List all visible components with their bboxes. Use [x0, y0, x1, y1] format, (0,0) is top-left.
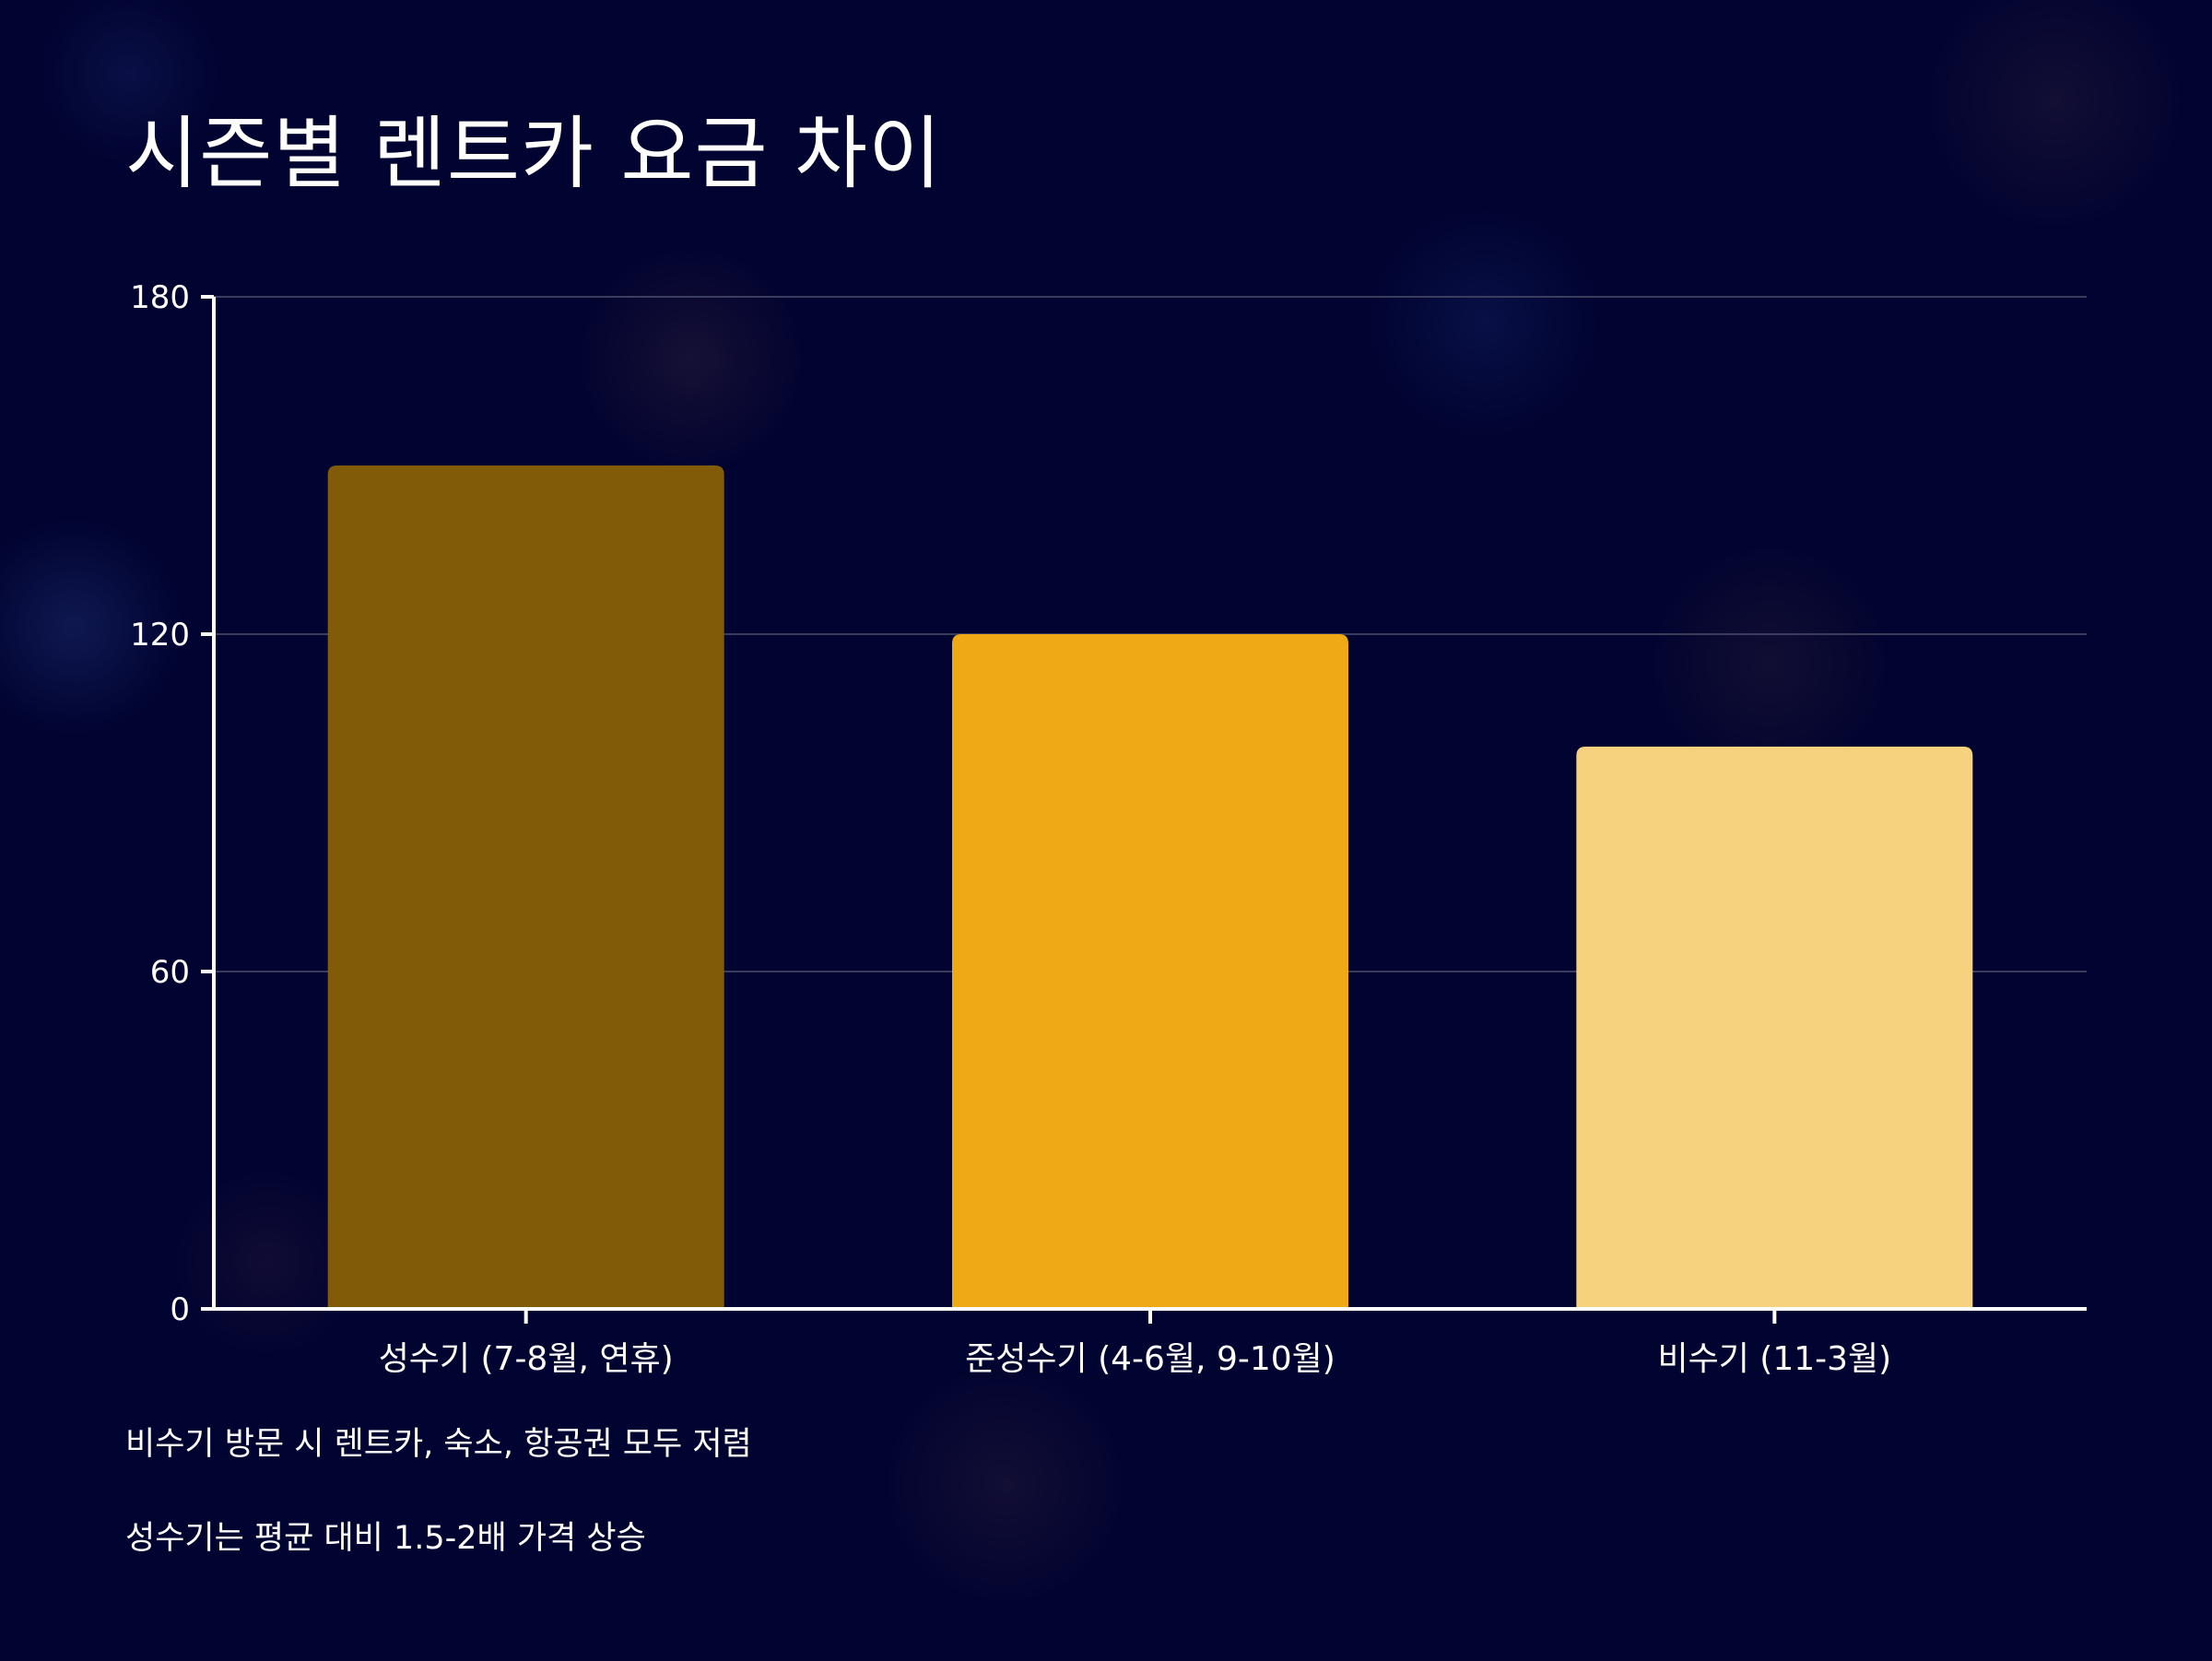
tick-labels: 0 60 120 180 성수기 (7-8월, 연휴) 준성수기 (4-6월, 9-10월…	[130, 279, 1891, 1378]
y-tick-label: 0	[170, 1291, 190, 1328]
note-peak-season: 성수기는 평균 대비 1.5-2배 가격 상승	[125, 1520, 646, 1557]
bar	[1576, 747, 1973, 1309]
page-title: 시즌별 렌트카 요금 차이	[125, 108, 943, 200]
x-tick-label: 비수기 (11-3월)	[1657, 1340, 1891, 1378]
x-tick-label: 성수기 (7-8월, 연휴)	[379, 1340, 674, 1378]
bar	[327, 465, 724, 1309]
y-tick-label: 180	[130, 279, 190, 316]
y-tick-label: 60	[150, 954, 190, 991]
bar	[952, 634, 1348, 1309]
y-tick-label: 120	[130, 617, 190, 654]
bars	[327, 465, 1973, 1309]
axes	[201, 295, 2087, 1324]
note-offseason: 비수기 방문 시 렌트카, 숙소, 항공권 모두 저렴	[125, 1426, 752, 1463]
x-tick-label: 준성수기 (4-6월, 9-10월)	[965, 1340, 1335, 1378]
